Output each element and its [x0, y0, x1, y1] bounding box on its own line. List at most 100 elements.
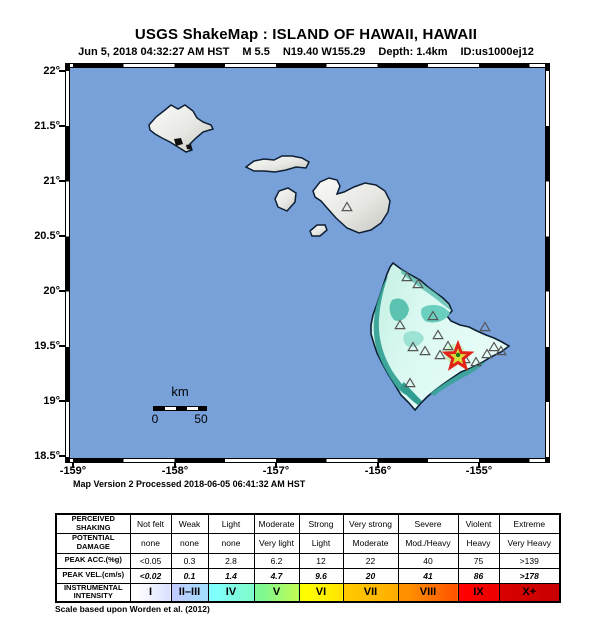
table-cell: Heavy — [457, 532, 500, 554]
lat-tick — [59, 290, 65, 292]
table-cell: Mod./Heavy — [397, 532, 459, 554]
lat-tick — [59, 455, 65, 457]
row-header: INSTRUMENTAL INTENSITY — [55, 582, 131, 603]
table-row-peak-vel: PEAK VEL.(cm/s) <0.02 0.1 1.4 4.7 9.6 20… — [55, 567, 561, 584]
intensity-cell: X+ — [498, 582, 561, 603]
lon-tick — [72, 463, 74, 468]
table-cell: none — [129, 532, 172, 554]
island-kahoolawe — [309, 224, 328, 237]
lon-tick-label: -158° — [161, 465, 189, 477]
table-cell: >139 — [498, 552, 561, 569]
scale-bar — [153, 406, 207, 411]
intensity-cell: VI — [298, 582, 344, 603]
lon-tick — [275, 463, 277, 468]
lat-tick — [59, 235, 65, 237]
intensity-cell: I — [129, 582, 172, 603]
lat-tick — [59, 125, 65, 127]
map-frame-left — [65, 63, 70, 463]
table-cell: 1.4 — [207, 567, 255, 584]
lat-tick — [59, 70, 65, 72]
table-cell: Strong — [298, 513, 344, 534]
page-title: USGS ShakeMap : ISLAND OF HAWAII, HAWAII — [134, 26, 478, 43]
scale-bar-unit: km — [171, 384, 189, 399]
table-cell: Violent — [457, 513, 500, 534]
table-row-potential-damage: POTENTIAL DAMAGE none none none Very lig… — [55, 532, 561, 554]
lat-tick-label: 22° — [43, 65, 60, 77]
row-header: PEAK VEL.(cm/s) — [55, 567, 131, 584]
table-cell: 9.6 — [298, 567, 344, 584]
intensity-cell: VIII — [397, 582, 459, 603]
lon-tick-label: -155° — [465, 465, 493, 477]
table-cell: <0.05 — [129, 552, 172, 569]
lat-tick-label: 18.5° — [34, 450, 60, 462]
table-row-peak-acc: PEAK ACC.(%g) <0.05 0.3 2.8 6.2 12 22 40… — [55, 552, 561, 569]
island-oahu — [148, 104, 215, 153]
table-cell: Very light — [253, 532, 300, 554]
table-cell: none — [170, 532, 209, 554]
urban-area-mark — [174, 138, 183, 146]
scale-bar-end: 50 — [194, 412, 208, 426]
table-cell: 22 — [342, 552, 399, 569]
lat-tick-label: 19° — [43, 395, 60, 407]
row-header: POTENTIAL DAMAGE — [55, 532, 131, 554]
event-magnitude: M 5.5 — [242, 46, 270, 58]
table-cell: 2.8 — [207, 552, 255, 569]
table-cell: Moderate — [342, 532, 399, 554]
table-cell: 86 — [457, 567, 500, 584]
map-version-note: Map Version 2 Processed 2018-06-05 06:41… — [73, 479, 306, 489]
table-cell: 0.3 — [170, 552, 209, 569]
lon-tick-label: -159° — [59, 465, 87, 477]
table-cell: Moderate — [253, 513, 300, 534]
table-cell: 12 — [298, 552, 344, 569]
table-cell: Light — [298, 532, 344, 554]
lon-tick-label: -157° — [262, 465, 290, 477]
table-cell: Extreme — [498, 513, 561, 534]
event-id: ID:us1000ej12 — [460, 46, 534, 58]
table-cell: <0.02 — [129, 567, 172, 584]
scale-bar-start: 0 — [151, 412, 159, 426]
table-cell: 41 — [397, 567, 459, 584]
island-maui — [312, 177, 391, 234]
table-row-instrumental-intensity: INSTRUMENTAL INTENSITY I II–III IV V VI … — [55, 582, 561, 603]
lat-tick-label: 19.5° — [34, 340, 60, 352]
lon-tick — [478, 463, 480, 468]
lat-tick-label: 21° — [43, 175, 60, 187]
intensity-cell: V — [253, 582, 300, 603]
intensity-legend-table: PERCEIVED SHAKING Not felt Weak Light Mo… — [55, 513, 561, 603]
lat-tick — [59, 180, 65, 182]
table-cell: 0.1 — [170, 567, 209, 584]
scale-footnote: Scale based upon Worden et al. (2012) — [55, 604, 210, 614]
intensity-cell: IX — [457, 582, 500, 603]
lat-tick — [59, 345, 65, 347]
event-summary-line: Jun 5, 2018 04:32:27 AM HST M 5.5 N19.40… — [0, 46, 612, 58]
table-cell: Light — [207, 513, 255, 534]
island-hawaii-intensity — [370, 261, 511, 412]
table-cell: Very Heavy — [498, 532, 561, 554]
event-location: N19.40 W155.29 — [282, 46, 366, 58]
lon-tick — [174, 463, 176, 468]
urban-area-mark — [186, 144, 192, 150]
intensity-cell: IV — [207, 582, 255, 603]
lat-tick-label: 21.5° — [34, 120, 60, 132]
lat-tick-label: 20.5° — [34, 230, 60, 242]
map-frame-right — [545, 63, 550, 463]
island-molokai — [244, 155, 310, 173]
table-cell: 4.7 — [253, 567, 300, 584]
row-header: PERCEIVED SHAKING — [55, 513, 131, 534]
table-cell: >178 — [498, 567, 561, 584]
intensity-cell: VII — [342, 582, 399, 603]
table-cell: Very strong — [342, 513, 399, 534]
epicenter-star-icon — [441, 339, 475, 371]
event-datetime: Jun 5, 2018 04:32:27 AM HST — [78, 46, 230, 58]
event-depth: Depth: 1.4km — [378, 46, 448, 58]
table-cell: 20 — [342, 567, 399, 584]
table-cell: none — [207, 532, 255, 554]
table-cell: Not felt — [129, 513, 172, 534]
table-cell: 6.2 — [253, 552, 300, 569]
map-ocean — [70, 68, 545, 458]
lon-tick — [377, 463, 379, 468]
table-cell: Weak — [170, 513, 209, 534]
table-cell: 75 — [457, 552, 500, 569]
lon-tick-label: -156° — [364, 465, 392, 477]
